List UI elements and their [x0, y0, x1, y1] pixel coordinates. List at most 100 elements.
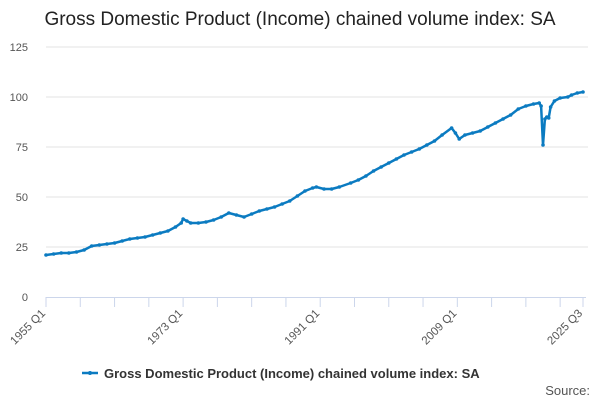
data-point — [516, 107, 521, 111]
data-point — [82, 248, 86, 252]
data-point — [219, 215, 223, 219]
data-point — [265, 207, 269, 211]
data-point — [552, 99, 557, 103]
data-point — [234, 213, 239, 217]
data-point — [548, 105, 553, 109]
legend-marker — [88, 371, 92, 375]
data-point — [158, 231, 163, 235]
grid-lines — [46, 46, 588, 248]
data-point — [440, 133, 444, 137]
data-point — [493, 121, 498, 125]
data-point — [463, 133, 467, 137]
data-point — [173, 225, 178, 229]
data-point — [150, 233, 155, 237]
x-tick-label: 2025 Q3 — [545, 308, 585, 348]
data-point — [105, 242, 109, 246]
data-point — [379, 165, 383, 169]
data-point — [188, 221, 193, 225]
data-point — [295, 194, 300, 198]
series — [44, 90, 585, 257]
y-tick-label: 0 — [22, 292, 28, 304]
data-point — [166, 229, 170, 233]
data-point — [457, 137, 462, 141]
data-point — [44, 253, 48, 257]
data-point — [185, 219, 189, 223]
y-tick-label: 125 — [10, 42, 28, 54]
data-point — [120, 239, 124, 243]
data-point — [485, 125, 490, 129]
data-point — [112, 241, 117, 245]
data-point — [575, 91, 580, 95]
data-point — [280, 202, 284, 206]
x-tick-label: 1991 Q1 — [283, 308, 323, 348]
data-point — [89, 244, 94, 248]
data-point — [272, 205, 277, 209]
data-point — [329, 187, 334, 191]
data-point — [310, 186, 315, 190]
data-point — [211, 218, 216, 222]
source-label: Source: — [545, 383, 590, 398]
data-point — [546, 116, 551, 120]
data-point — [314, 185, 319, 189]
data-point — [143, 235, 147, 239]
data-point — [74, 250, 79, 254]
data-point — [227, 211, 231, 215]
data-point — [558, 96, 562, 100]
data-point — [539, 104, 543, 108]
y-tick-label: 100 — [10, 92, 28, 104]
y-axis: 0 25 50 75 100 125 — [10, 42, 28, 304]
data-point — [478, 129, 482, 133]
data-point — [303, 189, 307, 193]
data-point — [394, 157, 399, 161]
chart-title: Gross Domestic Product (Income) chained … — [44, 9, 555, 30]
y-tick-label: 25 — [16, 242, 28, 254]
data-point — [432, 139, 437, 143]
data-point — [470, 131, 475, 135]
data-point — [565, 95, 570, 99]
data-point — [364, 174, 368, 178]
data-point — [402, 153, 406, 157]
data-point — [337, 185, 342, 189]
data-point — [449, 126, 454, 130]
data-point — [541, 143, 545, 147]
data-point — [371, 169, 376, 173]
data-point — [322, 187, 326, 191]
data-point — [196, 221, 201, 225]
data-point — [386, 161, 391, 165]
legend-label: Gross Domestic Product (Income) chained … — [104, 366, 480, 381]
data-point — [348, 181, 353, 185]
x-axis: 1955 Q1 1973 Q1 1991 Q1 2009 Q1 2025 Q3 — [8, 297, 586, 347]
data-point — [51, 252, 56, 256]
data-point — [127, 237, 132, 241]
data-point — [508, 113, 513, 117]
data-point — [581, 90, 585, 94]
data-point — [67, 251, 71, 255]
legend[interactable]: Gross Domestic Product (Income) chained … — [82, 366, 480, 381]
data-point — [242, 215, 246, 219]
y-tick-label: 75 — [16, 142, 28, 154]
data-point — [453, 131, 458, 135]
data-point — [204, 220, 208, 224]
data-point — [356, 178, 361, 182]
data-point — [179, 221, 184, 225]
data-point — [569, 93, 574, 97]
data-point — [135, 236, 140, 240]
data-point — [501, 117, 505, 121]
x-tick-label: 1973 Q1 — [146, 308, 186, 348]
data-point — [287, 199, 292, 203]
data-point — [257, 209, 262, 213]
data-point — [524, 104, 528, 108]
data-point — [417, 147, 422, 151]
data-point — [59, 251, 64, 255]
data-point — [531, 102, 536, 106]
data-point — [425, 143, 429, 147]
data-point — [409, 150, 414, 154]
y-tick-label: 50 — [16, 192, 28, 204]
series-line — [45, 90, 584, 257]
data-point — [537, 101, 542, 105]
data-point — [97, 243, 102, 247]
data-point — [181, 217, 185, 221]
x-tick-label: 2009 Q1 — [420, 308, 460, 348]
data-point — [249, 212, 254, 216]
x-tick-label: 1955 Q1 — [8, 308, 48, 348]
